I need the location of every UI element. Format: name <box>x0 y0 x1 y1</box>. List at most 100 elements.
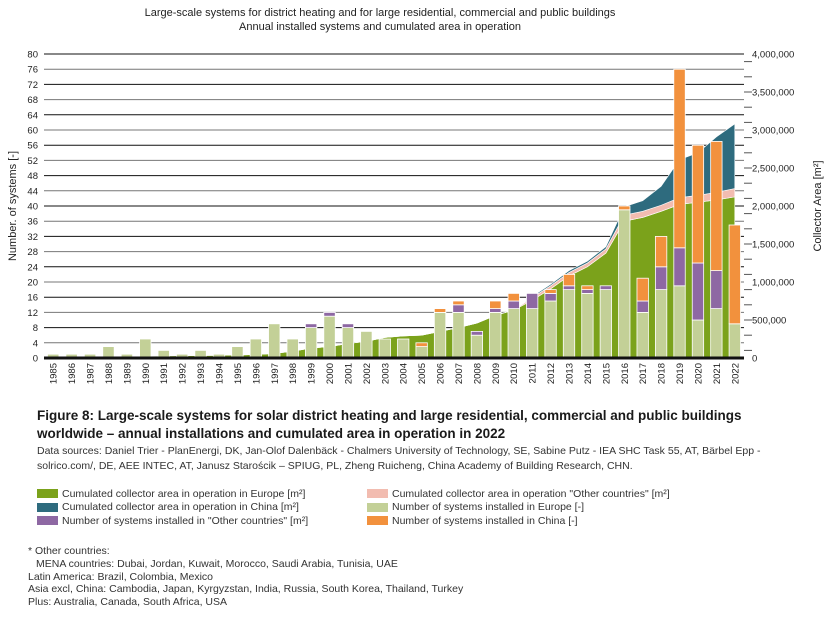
x-tick-label: 2006 <box>436 363 447 384</box>
bar-other-systems <box>323 311 336 317</box>
bar-europe-systems <box>526 308 539 359</box>
y-tick-label: 28 <box>27 247 38 258</box>
y-tick-label: 32 <box>27 232 38 243</box>
legend-item-other-area: Cumulated collector area in operation "O… <box>367 487 670 501</box>
y-right-tick-label: 4,000,000 <box>752 50 794 61</box>
bar-other-systems <box>526 292 539 309</box>
legend-item-europe-systems: Number of systems installed in Europe [-… <box>367 501 670 515</box>
y-tick-label: 36 <box>27 217 38 228</box>
bar-other-systems <box>470 330 484 336</box>
bar-europe-systems <box>360 330 373 359</box>
x-tick-label: 2010 <box>509 363 520 384</box>
x-tick-label: 2016 <box>620 363 631 384</box>
bar-other-systems <box>452 304 465 313</box>
bar-china-systems <box>654 235 668 268</box>
x-tick-label: 2021 <box>712 363 723 384</box>
y-tick-label: 48 <box>27 171 38 182</box>
bar-europe-systems <box>304 327 318 359</box>
x-axis: 1985 1986 1987 1988 1989 1990 1991 1992 1993 1994… <box>49 363 742 384</box>
bar-europe-systems <box>581 292 594 359</box>
legend-label: Number of systems installed in China [-] <box>392 514 578 527</box>
y-right-tick-label: 3,500,000 <box>752 88 794 99</box>
bar-europe-systems <box>710 308 723 359</box>
x-tick-label: 2007 <box>454 363 465 384</box>
x-tick-label: 2005 <box>417 363 428 384</box>
x-tick-label: 2002 <box>362 363 373 384</box>
bar-europe-systems <box>544 300 557 359</box>
bar-europe-systems <box>378 338 391 359</box>
bar-europe-systems <box>489 311 502 359</box>
bar-china-systems <box>710 140 723 271</box>
bar-europe-systems <box>673 285 686 359</box>
bar-china-systems <box>489 300 502 309</box>
y-axis-left-label: Number. of systems [-] <box>7 151 19 261</box>
bar-europe-systems <box>452 311 465 359</box>
bar-other-systems <box>581 289 594 294</box>
legend-item-china-systems: Number of systems installed in China [-] <box>367 514 670 528</box>
bar-europe-systems <box>562 289 576 359</box>
x-tick-label: 1987 <box>86 363 97 384</box>
bar-europe-systems <box>654 289 668 359</box>
bar-europe-systems <box>323 315 336 359</box>
bar-other-systems <box>562 285 576 290</box>
x-tick-label: 1991 <box>159 363 170 384</box>
x-tick-label: 1990 <box>141 363 152 384</box>
legend-swatch <box>367 502 388 512</box>
bar-europe-systems <box>691 319 705 359</box>
bar-other-systems <box>673 247 686 287</box>
bar-europe-systems <box>268 323 281 359</box>
y-tick-label: 64 <box>27 110 38 121</box>
gridlines <box>44 53 752 351</box>
note-line: MENA countries: Dubai, Jordan, Kuwait, M… <box>36 557 398 570</box>
bar-china-systems <box>562 273 576 287</box>
bar-other-systems <box>599 285 612 290</box>
bar-china-systems <box>452 300 465 306</box>
chart-subtitle: Annual installed systems and cumulated a… <box>239 21 521 33</box>
figure-caption-title: Figure 8: Large-scale systems for solar … <box>37 408 742 441</box>
x-tick-label: 1989 <box>122 363 133 384</box>
area-series <box>52 123 736 359</box>
bar-other-systems <box>654 266 668 290</box>
bar-other-systems <box>710 270 723 310</box>
x-tick-label: 2022 <box>730 363 741 384</box>
legend-swatch <box>37 516 58 526</box>
note-line: Latin America: Brazil, Colombia, Mexico <box>28 570 213 583</box>
x-tick-label: 2003 <box>380 363 391 384</box>
bar-europe-systems <box>599 289 612 359</box>
bar-other-systems <box>341 323 355 328</box>
x-tick-label: 2004 <box>399 363 410 384</box>
legend-label: Cumulated collector area in operation "O… <box>392 487 670 500</box>
bar-europe-systems <box>433 311 447 359</box>
legend-label: Cumulated collector area in operation in… <box>62 487 306 500</box>
bar-china-systems <box>433 308 447 313</box>
bar-europe-systems <box>728 323 741 359</box>
legend-label: Cumulated collector area in operation in… <box>62 501 299 514</box>
y-tick-label: 16 <box>27 293 38 304</box>
bar-europe-systems <box>139 338 152 359</box>
bar-china-systems <box>415 342 428 347</box>
x-tick-label: 2001 <box>343 363 354 384</box>
bar-europe-systems <box>397 338 410 359</box>
y-tick-label: 44 <box>27 186 38 197</box>
x-tick-label: 1992 <box>178 363 189 384</box>
y-right-tick-label: 500,000 <box>752 316 786 327</box>
bar-europe-systems <box>249 338 262 359</box>
x-tick-label: 2008 <box>472 363 483 384</box>
bar-europe-systems <box>470 334 484 359</box>
bar-europe-systems <box>341 327 355 359</box>
y-right-tick-label: 1,500,000 <box>752 240 794 251</box>
x-tick-label: 1986 <box>67 363 78 384</box>
x-tick-label: 1994 <box>215 363 226 384</box>
bar-other-systems <box>507 300 520 309</box>
y-tick-label: 52 <box>27 156 38 167</box>
bar-europe-systems <box>618 209 631 359</box>
x-tick-label: 2012 <box>546 363 557 384</box>
bar-europe-systems <box>231 346 244 359</box>
bar-china-systems <box>728 224 741 325</box>
bar-other-systems <box>691 262 705 321</box>
x-tick-label: 1988 <box>104 363 115 384</box>
x-tick-label: 2017 <box>638 363 649 384</box>
y-right-tick-label: 2,000,000 <box>752 202 794 213</box>
x-tick-label: 2009 <box>491 363 502 384</box>
